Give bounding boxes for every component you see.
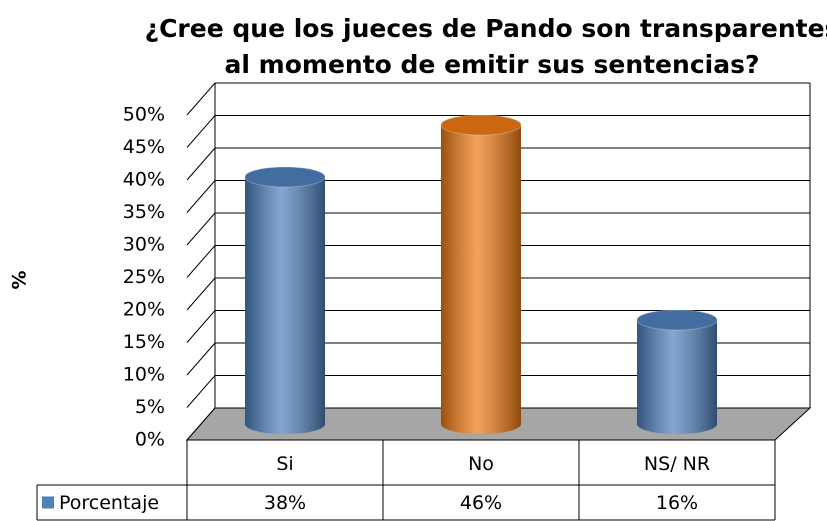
table-value: 38% bbox=[264, 492, 306, 514]
bar-top-shade bbox=[637, 310, 717, 330]
x-tick-label: NS/ NR bbox=[644, 453, 710, 475]
y-axis-label: % bbox=[9, 270, 31, 289]
y-tick-label: 0% bbox=[135, 429, 165, 451]
y-tick-label: 25% bbox=[123, 266, 165, 288]
grid-line bbox=[186, 82, 810, 116]
table-value: 46% bbox=[460, 492, 502, 514]
grid-line bbox=[186, 245, 810, 278]
grid-line bbox=[186, 310, 810, 343]
grid-line bbox=[186, 375, 810, 408]
bar-top bbox=[244, 166, 326, 188]
bar-shade bbox=[441, 115, 521, 434]
legend-swatch bbox=[42, 496, 54, 509]
bar-top bbox=[636, 309, 718, 331]
grid-line bbox=[186, 342, 810, 376]
y-tick-label: 10% bbox=[123, 364, 165, 386]
x-tick-label: Si bbox=[276, 453, 293, 475]
y-tick-label: 40% bbox=[123, 169, 165, 191]
y-tick-label: 20% bbox=[123, 299, 165, 321]
bar-shade bbox=[245, 167, 325, 434]
bar-top-shade bbox=[441, 115, 521, 135]
y-tick-label: 50% bbox=[123, 104, 165, 126]
y-tick-label: 45% bbox=[123, 136, 165, 158]
bar-shade bbox=[637, 310, 717, 434]
y-tick-label: 5% bbox=[135, 396, 165, 418]
bar-top-shade bbox=[245, 167, 325, 187]
chart-title: al momento de emitir sus sentencias? bbox=[225, 50, 760, 79]
chart-title: ¿Cree que los jueces de Pando son transp… bbox=[145, 14, 827, 43]
grid-line bbox=[186, 147, 810, 181]
table-value: 16% bbox=[656, 492, 698, 514]
legend-label: Porcentaje bbox=[59, 492, 159, 514]
grid-line bbox=[186, 115, 810, 148]
grid-line bbox=[186, 212, 810, 246]
y-tick-label: 30% bbox=[123, 234, 165, 256]
y-tick-label: 15% bbox=[123, 331, 165, 353]
grid-line bbox=[186, 277, 810, 311]
table-border bbox=[36, 439, 776, 521]
grid-line bbox=[186, 180, 810, 213]
x-tick-label: No bbox=[468, 453, 494, 475]
bar-top bbox=[440, 114, 522, 136]
y-tick-label: 35% bbox=[123, 201, 165, 223]
